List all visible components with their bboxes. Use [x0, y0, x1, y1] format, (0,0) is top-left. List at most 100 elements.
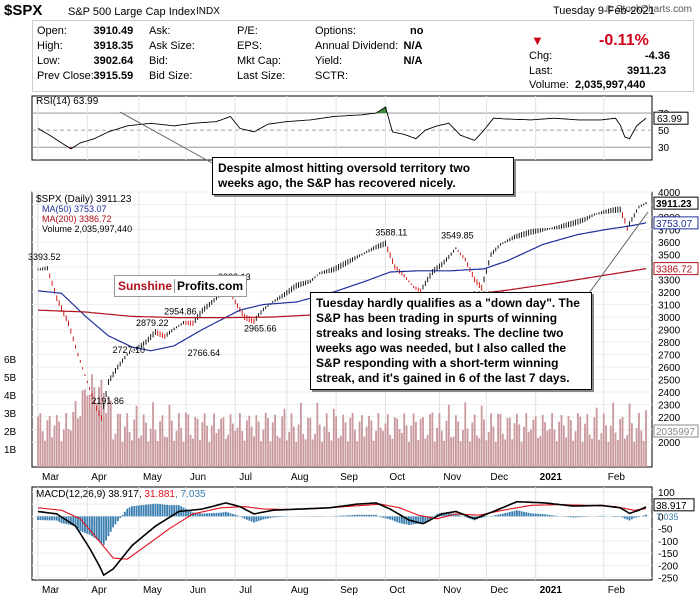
volume-bar [530, 429, 532, 467]
macd-histogram-bar [436, 513, 438, 517]
macd-histogram-bar [196, 512, 199, 517]
price-axis-tick: 4000 [658, 188, 681, 199]
volume-bar [515, 413, 518, 467]
volume-bar [405, 425, 408, 467]
volume-bar [48, 415, 51, 467]
volume-bar [497, 413, 500, 467]
volume-bar [119, 413, 122, 467]
price-value-tag: 3386.72 [656, 265, 693, 276]
volume-label: Volume: [529, 79, 569, 91]
macd-histogram-bar [339, 515, 342, 517]
x-axis-label: Oct [389, 472, 405, 483]
volume-bar [633, 441, 636, 467]
macd-x-axis-label: Dec [490, 585, 508, 596]
volume-bar [499, 413, 502, 467]
macd-histogram-bar [74, 516, 77, 526]
macd-histogram-bar [375, 514, 377, 517]
macd-histogram-bar [386, 516, 389, 519]
volume-bar [135, 405, 138, 467]
macd-histogram-bar [454, 513, 457, 517]
macd-histogram-bar [210, 513, 213, 517]
macd-histogram-bar [447, 513, 450, 517]
macd-histogram-bar [241, 516, 244, 518]
volume-bar [278, 438, 281, 467]
volume-bar [511, 439, 514, 467]
macd-histogram-bar [102, 516, 105, 545]
macd-histogram-bar [354, 514, 356, 517]
volume-bar [316, 402, 319, 467]
security-name: S&P 500 Large Cap Index [68, 6, 196, 18]
volume-bar [631, 423, 633, 467]
volume-bar [295, 441, 298, 467]
volume-bar [231, 423, 234, 467]
volume-bar [102, 392, 105, 467]
volume-bar [523, 426, 525, 467]
quote-label: Mkt Cap: [237, 55, 282, 67]
volume-bar [638, 413, 640, 467]
macd-histogram-bar [544, 514, 546, 517]
volume-bar [51, 437, 53, 467]
x-axis-label: Dec [490, 472, 508, 483]
macd-histogram-bar [372, 514, 375, 517]
volume-bar [365, 426, 368, 467]
macd-histogram-bar [393, 516, 396, 522]
macd-histogram-bar [501, 513, 504, 517]
macd-axis-tick: -250 [658, 574, 678, 585]
price-point-label: 2965.66 [244, 323, 277, 333]
macd-line [37, 500, 647, 577]
volume-bar [72, 411, 75, 467]
quote-value: 3918.35 [93, 40, 134, 52]
price-point-label: 2766.64 [188, 348, 221, 358]
macd-histogram-bar [123, 511, 126, 517]
price-legend-ma50: MA(50) 3753.07 [42, 204, 107, 214]
price-axis-tick: 2200 [658, 413, 681, 424]
macd-histogram-bar [184, 508, 187, 517]
macd-axis-tick: 100 [658, 488, 675, 499]
annotation-price: Tuesday hardly qualifies as a "down day"… [310, 292, 592, 390]
macd-histogram-bar [464, 516, 467, 518]
x-axis-label: Aug [291, 472, 309, 483]
volume-bar [107, 396, 110, 467]
macd-hist-tag: 7.035 [656, 512, 679, 522]
volume-bar [612, 402, 615, 467]
macd-histogram-bar [243, 516, 246, 519]
exchange: INDX [196, 6, 220, 17]
volume-bar [513, 423, 516, 467]
volume-bar [53, 425, 56, 467]
volume-bar [532, 419, 535, 467]
volume-bar [370, 420, 373, 467]
price-value-tag: 3911.23 [656, 199, 692, 210]
macd-x-axis-label: Sep [340, 585, 358, 596]
volume-bar [285, 440, 288, 467]
macd-axis-tick: -100 [658, 537, 678, 548]
volume-bar [466, 428, 469, 467]
volume-bar [415, 421, 417, 467]
macd-histogram-bar [523, 511, 525, 517]
volume-bar [328, 431, 330, 467]
volume-bar [217, 429, 220, 467]
volume-axis-tick: 6B [4, 355, 17, 366]
volume-bar [215, 432, 218, 467]
price-axis-tick: 2000 [658, 438, 681, 449]
macd-histogram-bar [459, 515, 462, 517]
macd-label: MACD(12,26,9) 38.917, 31.881, 7.035 [36, 489, 206, 500]
volume-axis-tick: 3B [4, 409, 17, 420]
volume-bar [304, 439, 307, 467]
volume-bar [534, 416, 537, 467]
macd-histogram-bar [520, 511, 523, 517]
price-point-label: 3393.52 [28, 252, 61, 262]
volume-bar [257, 421, 260, 467]
pct-change: -0.11% [599, 32, 649, 49]
volume-bar [163, 436, 166, 467]
volume-bar [121, 441, 124, 467]
price-axis-tick: 3600 [658, 238, 681, 249]
macd-histogram-bar [572, 516, 575, 518]
macd-histogram-bar [72, 516, 75, 526]
volume-bar [445, 420, 448, 467]
macd-histogram-bar [229, 513, 232, 517]
volume-bar [396, 418, 399, 467]
volume-bar [210, 425, 213, 467]
volume-bar [220, 418, 223, 467]
volume-bar [116, 413, 119, 467]
macd-histogram-bar [396, 516, 399, 523]
